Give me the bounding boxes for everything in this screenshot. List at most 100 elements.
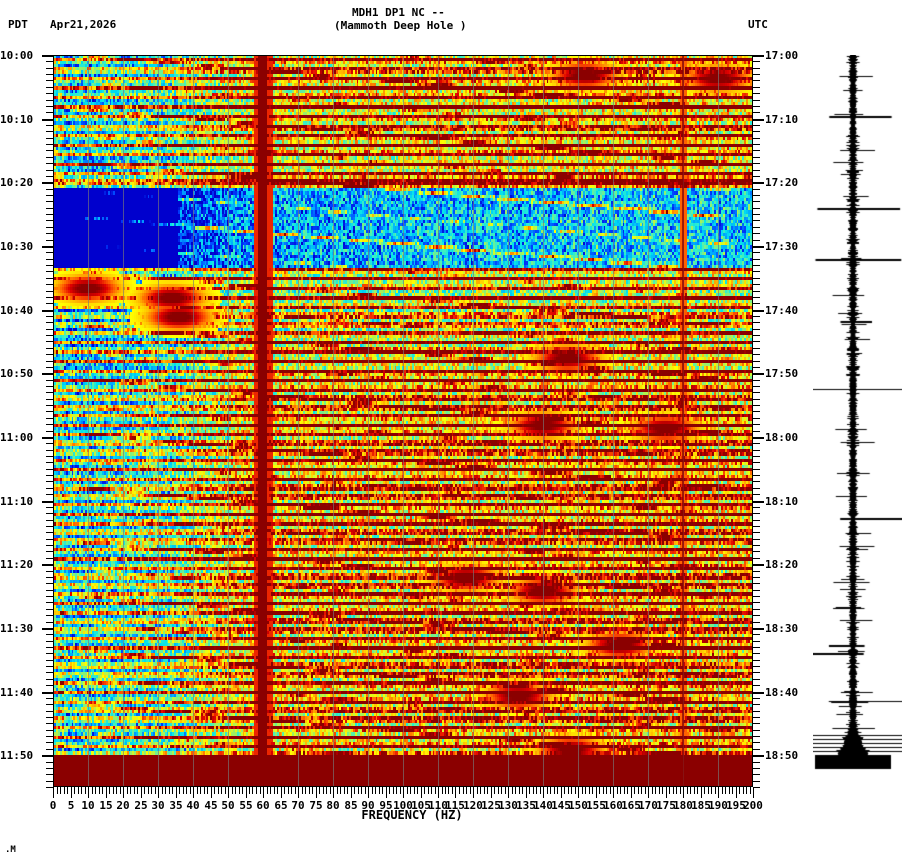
freq-tick-minor bbox=[252, 787, 253, 794]
time-tick-label: 11:30 bbox=[0, 622, 34, 635]
spectrogram-canvas bbox=[53, 55, 753, 787]
freq-tick-major bbox=[368, 787, 369, 798]
freq-tick-minor bbox=[564, 787, 565, 794]
time-tick-label: 17:00 bbox=[765, 49, 799, 62]
freq-tick-minor bbox=[64, 787, 65, 794]
time-tick-minor bbox=[46, 386, 53, 387]
time-tick-major bbox=[42, 310, 53, 312]
freq-tick-minor bbox=[389, 787, 390, 794]
freq-tick-minor bbox=[410, 787, 411, 794]
freq-tick-label: 170 bbox=[638, 799, 658, 812]
time-tick-major bbox=[753, 628, 764, 630]
time-tick-minor bbox=[46, 106, 53, 107]
freq-tick-label: 110 bbox=[428, 799, 448, 812]
freq-tick-minor bbox=[414, 787, 415, 794]
time-tick-minor bbox=[753, 316, 760, 317]
time-tick-minor bbox=[46, 469, 53, 470]
time-tick-label: 11:00 bbox=[0, 431, 34, 444]
freq-tick-minor bbox=[172, 787, 173, 794]
time-tick-minor bbox=[46, 329, 53, 330]
seismogram-trace bbox=[813, 55, 902, 787]
time-tick-minor bbox=[753, 672, 760, 673]
time-tick-minor bbox=[46, 558, 53, 559]
freq-tick-major bbox=[578, 787, 579, 798]
freq-tick-minor bbox=[361, 787, 362, 794]
time-tick-label: 17:50 bbox=[765, 367, 799, 380]
time-tick-minor bbox=[753, 380, 760, 381]
time-tick-minor bbox=[46, 80, 53, 81]
time-tick-minor bbox=[46, 233, 53, 234]
freq-tick-minor bbox=[448, 787, 449, 794]
freq-tick-minor bbox=[396, 787, 397, 794]
time-tick-minor bbox=[46, 602, 53, 603]
time-tick-minor bbox=[46, 68, 53, 69]
freq-tick-major bbox=[53, 787, 54, 798]
freq-tick-label: 100 bbox=[393, 799, 413, 812]
freq-tick-major bbox=[526, 787, 527, 798]
time-tick-minor bbox=[753, 571, 760, 572]
freq-tick-minor bbox=[151, 787, 152, 794]
freq-tick-minor bbox=[81, 787, 82, 794]
time-tick-minor bbox=[753, 450, 760, 451]
freq-tick-minor bbox=[249, 787, 250, 794]
freq-tick-minor bbox=[529, 787, 530, 794]
time-tick-label: 18:10 bbox=[765, 495, 799, 508]
time-tick-minor bbox=[46, 335, 53, 336]
freq-tick-minor bbox=[522, 787, 523, 794]
time-tick-minor bbox=[753, 259, 760, 260]
time-tick-label: 18:00 bbox=[765, 431, 799, 444]
freq-tick-minor bbox=[610, 787, 611, 794]
time-tick-major bbox=[42, 564, 53, 566]
time-tick-minor bbox=[753, 730, 760, 731]
time-tick-minor bbox=[753, 749, 760, 750]
time-tick-minor bbox=[46, 513, 53, 514]
freq-tick-minor bbox=[568, 787, 569, 794]
freq-tick-minor bbox=[277, 787, 278, 794]
freq-tick-major bbox=[403, 787, 404, 798]
freq-tick-minor bbox=[85, 787, 86, 794]
freq-tick-minor bbox=[582, 787, 583, 794]
freq-tick-major bbox=[718, 787, 719, 798]
time-tick-minor bbox=[753, 469, 760, 470]
freq-tick-major bbox=[141, 787, 142, 798]
time-tick-label: 10:20 bbox=[0, 176, 34, 189]
time-tick-minor bbox=[46, 150, 53, 151]
time-tick-minor bbox=[46, 189, 53, 190]
freq-tick-label: 95 bbox=[379, 799, 393, 812]
time-tick-minor bbox=[753, 443, 760, 444]
time-tick-minor bbox=[46, 220, 53, 221]
time-tick-minor bbox=[753, 329, 760, 330]
time-tick-label: 10:10 bbox=[0, 113, 34, 126]
time-tick-minor bbox=[753, 577, 760, 578]
freq-tick-minor bbox=[218, 787, 219, 794]
time-tick-minor bbox=[46, 322, 53, 323]
freq-tick-minor bbox=[585, 787, 586, 794]
time-tick-minor bbox=[46, 112, 53, 113]
freq-tick-major bbox=[455, 787, 456, 798]
freq-tick-label: 5 bbox=[67, 799, 75, 812]
time-tick-minor bbox=[753, 704, 760, 705]
time-tick-minor bbox=[753, 87, 760, 88]
freq-tick-minor bbox=[452, 787, 453, 794]
time-tick-major bbox=[42, 246, 53, 248]
time-tick-label: 17:10 bbox=[765, 113, 799, 126]
time-tick-minor bbox=[46, 265, 53, 266]
freq-tick-minor bbox=[162, 787, 163, 794]
time-tick-minor bbox=[753, 233, 760, 234]
time-tick-minor bbox=[46, 271, 53, 272]
freq-tick-major bbox=[421, 787, 422, 798]
freq-tick-minor bbox=[428, 787, 429, 794]
freq-tick-minor bbox=[197, 787, 198, 794]
time-tick-minor bbox=[753, 717, 760, 718]
freq-tick-label: 130 bbox=[498, 799, 518, 812]
freq-tick-minor bbox=[204, 787, 205, 794]
time-tick-minor bbox=[753, 354, 760, 355]
time-tick-minor bbox=[753, 685, 760, 686]
freq-tick-minor bbox=[655, 787, 656, 794]
time-tick-minor bbox=[753, 666, 760, 667]
freq-tick-minor bbox=[487, 787, 488, 794]
freq-tick-label: 70 bbox=[291, 799, 305, 812]
freq-tick-minor bbox=[400, 787, 401, 794]
time-tick-minor bbox=[753, 150, 760, 151]
time-tick-label: 11:50 bbox=[0, 749, 34, 762]
